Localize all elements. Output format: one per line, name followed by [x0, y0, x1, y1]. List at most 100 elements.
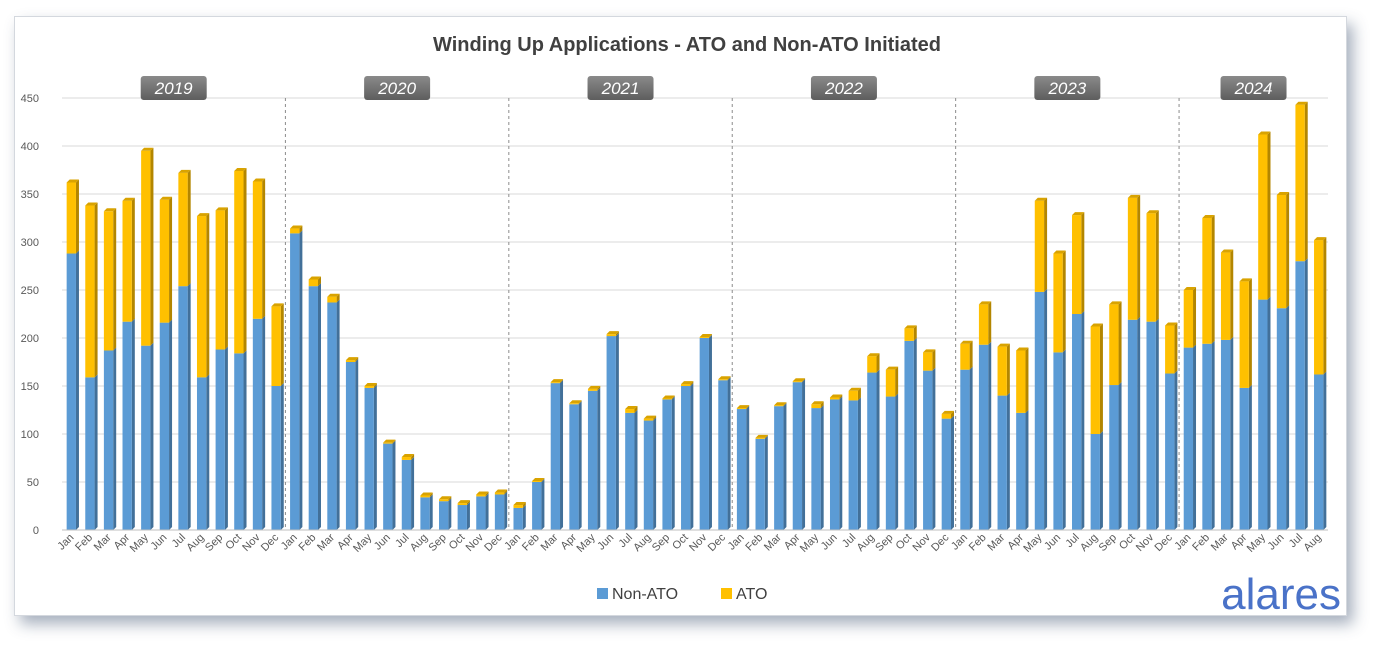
bar-top	[904, 325, 917, 329]
bar-side-ato	[466, 500, 470, 506]
bar-ato	[904, 328, 914, 341]
bar-side-ato	[169, 196, 173, 323]
bar-non-ato	[1034, 291, 1045, 530]
chart-card: Winding Up Applications - ATO and Non-AT…	[14, 16, 1347, 616]
bar-side-ato	[75, 179, 79, 254]
bar-side-non-ato	[1062, 349, 1066, 530]
bar-top	[234, 167, 247, 171]
bar-ato	[1146, 213, 1156, 322]
bar-side-non-ato	[466, 502, 470, 530]
bar-non-ato	[1202, 343, 1212, 530]
y-tick-label: 400	[21, 141, 39, 153]
x-tick-label: May	[351, 531, 375, 555]
bar-ato	[1127, 197, 1138, 320]
bar-non-ato	[401, 459, 412, 530]
bar-ato	[625, 409, 635, 413]
bar-ato	[345, 360, 356, 362]
bar-ato	[569, 403, 579, 405]
bar-top	[1183, 287, 1197, 290]
bar-side-non-ato	[969, 366, 973, 530]
bar-side-ato	[1304, 101, 1308, 262]
bar-side-non-ato	[392, 440, 396, 530]
x-tick-label: Sep	[650, 532, 672, 554]
x-tick-label: Aug	[1301, 532, 1323, 554]
bar-side-ato	[224, 207, 228, 350]
bar-top	[159, 196, 173, 200]
bar-non-ato	[587, 390, 598, 530]
bar-ato	[141, 150, 151, 346]
bar-non-ato	[1146, 321, 1156, 530]
bar-side-ato	[150, 147, 154, 346]
bar-top	[327, 293, 340, 297]
bar-non-ato	[66, 253, 76, 530]
bar-top	[718, 376, 731, 380]
bar-ato	[643, 418, 654, 421]
bar-side-ato	[187, 169, 191, 287]
y-tick-label: 150	[21, 381, 39, 393]
year-label: 2023	[1047, 79, 1086, 98]
x-tick-label: Dec	[1153, 531, 1176, 554]
bar-top	[1314, 237, 1327, 241]
year-badge: 2020	[364, 76, 431, 100]
bar-side-ato	[504, 489, 508, 495]
bar-ato	[1202, 218, 1212, 344]
bar-ato	[867, 356, 877, 373]
bar-ato	[476, 494, 486, 497]
bar-top	[736, 405, 750, 409]
bar-side-ato	[876, 353, 880, 373]
bar-top	[699, 334, 712, 338]
bar-ato	[792, 381, 803, 383]
bar-non-ato	[1295, 261, 1305, 530]
x-tick-label: Dec	[259, 531, 282, 554]
bar-ato	[401, 457, 412, 460]
bar-side-ato	[969, 340, 973, 370]
bar-top	[1127, 194, 1141, 198]
year-label: 2024	[1234, 79, 1273, 98]
x-tick-label: Aug	[1078, 532, 1100, 554]
bar-side-non-ato	[764, 435, 768, 530]
bar-side-non-ato	[1211, 340, 1215, 530]
bar-side-non-ato	[299, 230, 303, 531]
year-label: 2019	[154, 79, 193, 98]
y-tick-label: 200	[21, 333, 39, 345]
bar-top	[848, 387, 861, 391]
x-tick-label: Mar	[762, 531, 784, 553]
bar-side-ato	[522, 502, 526, 508]
bar-non-ato	[439, 501, 449, 530]
x-tick-label: Aug	[184, 532, 206, 554]
stacked-bar-chart: Winding Up Applications - ATO and Non-AT…	[21, 34, 1341, 615]
bar-top	[66, 179, 79, 183]
bar-non-ato	[327, 302, 337, 530]
bar-ato	[550, 382, 561, 384]
bar-top	[1202, 215, 1215, 218]
bar-top	[420, 492, 433, 496]
bar-side-non-ato	[1099, 431, 1103, 530]
bar-ato	[308, 279, 318, 287]
x-tick-label: Dec	[482, 531, 505, 554]
bar-ato	[420, 495, 430, 498]
bar-top	[271, 303, 284, 307]
bar-top	[1165, 322, 1178, 326]
bar-side-ato	[783, 402, 787, 407]
x-tick-label: Jan	[1172, 532, 1193, 553]
bar-side-non-ato	[708, 335, 712, 530]
x-tick-label: Nov	[1134, 531, 1157, 554]
bar-ato	[85, 205, 95, 378]
bar-top	[401, 454, 415, 458]
y-tick-label: 350	[21, 189, 39, 201]
x-tick-label: Oct	[670, 532, 691, 553]
bar-non-ato	[234, 353, 244, 530]
x-tick-label: Nov	[687, 531, 710, 554]
bar-ato	[178, 172, 188, 287]
bar-non-ato	[1053, 352, 1063, 530]
bar-side-non-ato	[522, 504, 526, 530]
bar-side-ato	[820, 401, 824, 409]
year-badge: 2021	[587, 76, 654, 100]
bar-side-ato	[206, 213, 210, 378]
bar-non-ato	[941, 418, 951, 530]
x-tick-label: Aug	[631, 532, 653, 554]
bar-top	[811, 401, 824, 405]
bar-side-non-ato	[950, 415, 954, 530]
bar-ato	[587, 388, 598, 391]
bar-side-non-ato	[150, 342, 154, 530]
